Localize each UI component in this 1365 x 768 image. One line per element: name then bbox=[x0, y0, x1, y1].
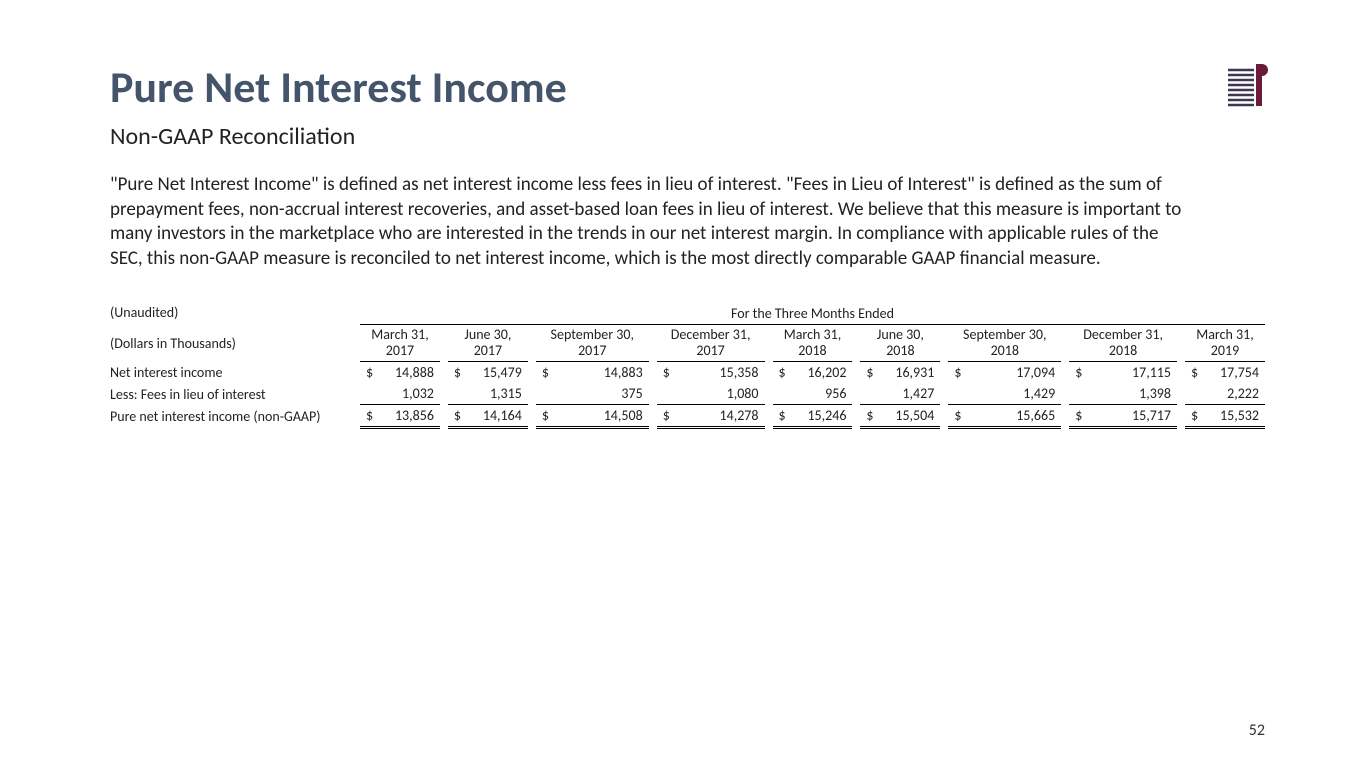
currency-symbol: $ bbox=[536, 405, 550, 428]
currency-symbol: $ bbox=[948, 405, 962, 428]
table-cell: 14,508 bbox=[550, 405, 649, 428]
table-cell: 1,315 bbox=[462, 383, 528, 405]
table-cell: 15,479 bbox=[462, 362, 528, 384]
currency-symbol bbox=[860, 383, 874, 405]
table-span-header: For the Three Months Ended bbox=[360, 302, 1265, 325]
currency-symbol: $ bbox=[773, 362, 787, 384]
currency-symbol: $ bbox=[1069, 362, 1083, 384]
table-cell: 14,883 bbox=[550, 362, 649, 384]
table-cell: 17,094 bbox=[962, 362, 1061, 384]
column-header: March 31,2019 bbox=[1185, 325, 1265, 362]
table-cell: 956 bbox=[787, 383, 853, 405]
currency-symbol: $ bbox=[360, 362, 374, 384]
table-cell: 17,115 bbox=[1083, 362, 1177, 384]
currency-symbol: $ bbox=[860, 405, 874, 428]
table-cell: 15,532 bbox=[1199, 405, 1265, 428]
column-header: March 31,2018 bbox=[773, 325, 853, 362]
currency-symbol bbox=[773, 383, 787, 405]
currency-symbol: $ bbox=[860, 362, 874, 384]
table-cell: 13,856 bbox=[374, 405, 440, 428]
currency-symbol: $ bbox=[1069, 405, 1083, 428]
currency-symbol bbox=[1185, 383, 1199, 405]
currency-symbol: $ bbox=[657, 362, 671, 384]
column-header: December 31,2017 bbox=[657, 325, 765, 362]
currency-symbol bbox=[1069, 383, 1083, 405]
table-cell: 1,427 bbox=[874, 383, 940, 405]
currency-symbol: $ bbox=[536, 362, 550, 384]
table-cell: 16,202 bbox=[787, 362, 853, 384]
table-cell: 1,032 bbox=[374, 383, 440, 405]
table-cell: 1,398 bbox=[1083, 383, 1177, 405]
table-cell: 16,931 bbox=[874, 362, 940, 384]
table-cell: 1,080 bbox=[671, 383, 765, 405]
table-cell: 15,665 bbox=[962, 405, 1061, 428]
page-subtitle: Non-GAAP Reconciliation bbox=[110, 122, 1265, 151]
company-logo-icon bbox=[1224, 60, 1270, 110]
table-cell: 2,222 bbox=[1199, 383, 1265, 405]
currency-symbol: $ bbox=[657, 405, 671, 428]
currency-symbol: $ bbox=[448, 362, 462, 384]
note-units: (Dollars in Thousands) bbox=[110, 325, 360, 362]
table-cell: 14,278 bbox=[671, 405, 765, 428]
table-cell: 15,717 bbox=[1083, 405, 1177, 428]
currency-symbol: $ bbox=[773, 405, 787, 428]
reconciliation-table: (Unaudited)For the Three Months Ended(Do… bbox=[110, 302, 1265, 430]
currency-symbol: $ bbox=[1185, 362, 1199, 384]
column-header: December 31,2018 bbox=[1069, 325, 1177, 362]
row-label: Less: Fees in lieu of interest bbox=[110, 383, 360, 405]
table-cell: 14,164 bbox=[462, 405, 528, 428]
currency-symbol: $ bbox=[360, 405, 374, 428]
table-cell: 375 bbox=[550, 383, 649, 405]
column-header: September 30,2017 bbox=[536, 325, 649, 362]
body-paragraph: "Pure Net Interest Income" is defined as… bbox=[110, 173, 1190, 272]
currency-symbol bbox=[657, 383, 671, 405]
table-cell: 15,358 bbox=[671, 362, 765, 384]
column-header: June 30,2018 bbox=[860, 325, 940, 362]
note-unaudited: (Unaudited) bbox=[110, 302, 360, 325]
currency-symbol bbox=[948, 383, 962, 405]
column-header: June 30,2017 bbox=[448, 325, 528, 362]
column-header: March 31,2017 bbox=[360, 325, 440, 362]
currency-symbol bbox=[536, 383, 550, 405]
table-cell: 15,246 bbox=[787, 405, 853, 428]
column-header: September 30,2018 bbox=[948, 325, 1061, 362]
table-cell: 1,429 bbox=[962, 383, 1061, 405]
table-cell: 17,754 bbox=[1199, 362, 1265, 384]
page-title: Pure Net Interest Income bbox=[110, 60, 1265, 114]
page-number: 52 bbox=[1249, 721, 1265, 740]
row-label: Pure net interest income (non-GAAP) bbox=[110, 405, 360, 428]
table-cell: 15,504 bbox=[874, 405, 940, 428]
row-label: Net interest income bbox=[110, 362, 360, 384]
currency-symbol: $ bbox=[1185, 405, 1199, 428]
currency-symbol bbox=[360, 383, 374, 405]
table-cell: 14,888 bbox=[374, 362, 440, 384]
currency-symbol: $ bbox=[448, 405, 462, 428]
currency-symbol bbox=[448, 383, 462, 405]
currency-symbol: $ bbox=[948, 362, 962, 384]
